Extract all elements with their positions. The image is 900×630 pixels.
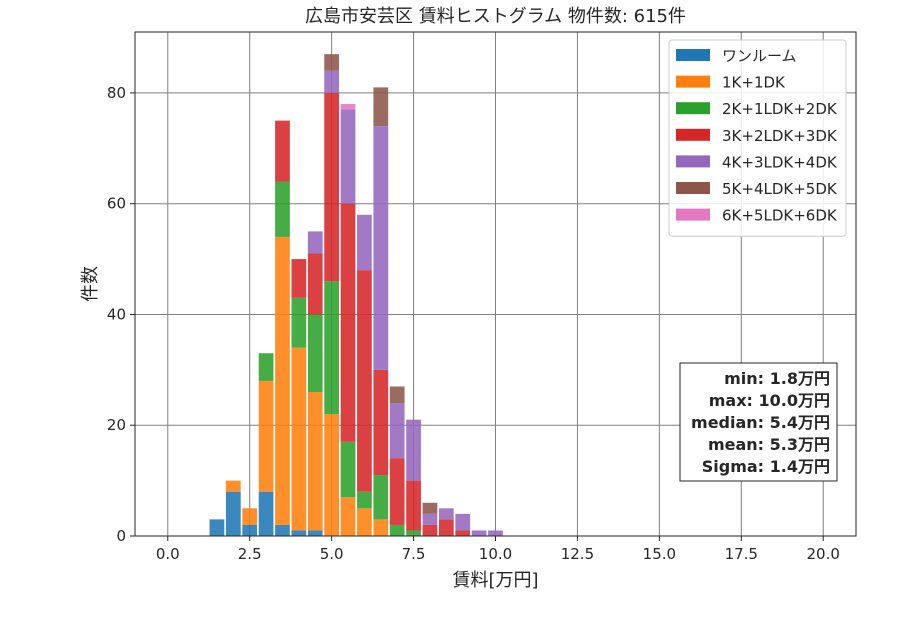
histogram-bar	[455, 530, 471, 536]
x-tick-label: 20.0	[807, 545, 840, 563]
histogram-bar	[340, 203, 356, 442]
legend-label: 6K+5LDK+6DK	[722, 207, 838, 225]
histogram-bar	[373, 369, 389, 476]
y-tick-label: 20	[107, 416, 126, 434]
legend-swatch	[676, 208, 710, 221]
histogram-bar	[307, 314, 323, 392]
histogram-bar	[242, 508, 258, 525]
histogram-bar	[389, 458, 405, 525]
histogram-bar	[242, 524, 258, 536]
histogram-bar	[209, 519, 225, 536]
stat-line: min: 1.8万円	[724, 369, 830, 388]
legend-box	[668, 39, 847, 237]
histogram-bar	[406, 530, 421, 536]
histogram-bar	[471, 530, 487, 536]
legend-swatch	[676, 128, 710, 141]
histogram-bar	[422, 513, 438, 525]
histogram-bar	[357, 270, 372, 492]
histogram-bar	[324, 92, 340, 282]
legend-swatch	[676, 155, 710, 168]
histogram-bar	[340, 441, 356, 498]
legend-label: 2K+1LDK+2DK	[722, 100, 838, 118]
legend-swatch	[676, 182, 710, 194]
stat-line: Sigma: 1.4万円	[702, 457, 830, 476]
histogram-bar	[422, 524, 438, 536]
stat-line: max: 10.0万円	[709, 391, 830, 410]
histogram-bar	[488, 530, 503, 536]
y-axis-label: 件数	[80, 266, 101, 302]
histogram-bar	[373, 519, 389, 536]
histogram-bar	[258, 353, 274, 381]
histogram-bar	[438, 519, 454, 536]
ticks: 0.0 2.5 5.0 7.5 10.0 12.5 15.0 17.5 20.0 0 20 40 60 8…	[107, 84, 840, 563]
stat-line: median: 5.4万円	[691, 413, 830, 432]
histogram-bar	[307, 231, 323, 254]
histogram-bar	[389, 524, 405, 536]
histogram-bar	[258, 491, 274, 536]
histogram-bar	[324, 54, 340, 71]
x-tick-label: 12.5	[561, 545, 594, 563]
histogram-bar	[291, 530, 307, 536]
y-tick-label: 40	[107, 305, 126, 323]
histogram-bar	[373, 87, 389, 127]
histogram-bar	[373, 126, 389, 370]
stats-box-frame	[679, 362, 838, 482]
legend: ワンルーム 1K+1DK 2K+1LDK+2DK 3K+2LDK+3DK 4K+3LDK…	[668, 39, 847, 237]
histogram-bar	[275, 181, 290, 237]
y-tick-label: 0	[116, 527, 126, 545]
x-tick-label: 0.0	[156, 545, 180, 563]
histogram-bar	[291, 297, 307, 348]
histogram-bar	[340, 497, 356, 536]
legend-label: 5K+4LDK+5DK	[722, 180, 838, 198]
x-tick-label: 5.0	[320, 545, 344, 563]
stats-box: min: 1.8万円 max: 10.0万円 median: 5.4万円 mean: …	[679, 362, 838, 482]
histogram-bar	[373, 475, 389, 520]
histogram-bar	[455, 513, 471, 531]
x-tick-label: 10.0	[479, 545, 512, 563]
x-tick-label: 7.5	[402, 545, 426, 563]
histogram-bar	[357, 491, 372, 509]
y-tick-label: 80	[107, 84, 126, 102]
histogram-bar	[324, 414, 340, 536]
histogram-bar	[324, 70, 340, 93]
stat-line: mean: 5.3万円	[708, 435, 830, 454]
legend-swatch	[676, 75, 710, 88]
histogram-bar	[307, 530, 323, 536]
legend-swatch	[676, 49, 710, 61]
histogram-bar	[291, 259, 307, 298]
histogram-bar	[389, 386, 405, 404]
histogram-bar	[307, 392, 323, 531]
histogram-bar	[438, 508, 454, 520]
histogram-bar	[225, 491, 241, 536]
histogram-bar	[275, 524, 290, 536]
histogram-bar	[422, 502, 438, 514]
legend-swatch	[676, 102, 710, 115]
histogram-bar	[275, 236, 290, 525]
histogram-bar	[258, 380, 274, 492]
histogram-bar	[406, 480, 421, 531]
x-axis-label: 賃料[万円]	[452, 570, 538, 591]
x-tick-label: 15.0	[643, 545, 676, 563]
histogram-bar	[324, 281, 340, 415]
histogram-bar	[225, 480, 241, 492]
histogram-bar	[340, 104, 356, 110]
x-tick-label: 17.5	[725, 545, 758, 563]
bars	[209, 54, 503, 536]
histogram-bar	[389, 403, 405, 459]
legend-label: 1K+1DK	[722, 74, 786, 92]
chart-title: 広島市安芸区 賃料ヒストグラム 物件数: 615件	[305, 6, 686, 27]
legend-label: ワンルーム	[722, 47, 797, 65]
legend-label: 4K+3LDK+4DK	[722, 153, 838, 171]
y-tick-label: 60	[107, 195, 126, 213]
histogram-bar	[340, 109, 356, 204]
histogram-bar	[275, 120, 290, 182]
histogram-bar	[307, 253, 323, 315]
histogram-bar	[406, 419, 421, 481]
x-tick-label: 2.5	[238, 545, 262, 563]
histogram-bar	[357, 214, 372, 271]
legend-label: 3K+2LDK+3DK	[722, 127, 838, 145]
histogram-bar	[291, 347, 307, 531]
histogram-bar	[357, 508, 372, 536]
